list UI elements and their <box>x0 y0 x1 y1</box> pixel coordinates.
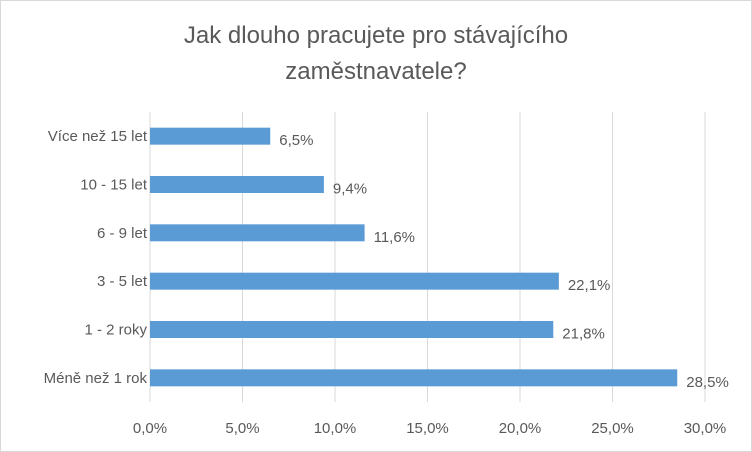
chart-title: Jak dlouho pracujete pro stávajícího zam… <box>183 22 569 85</box>
bar <box>150 224 365 242</box>
bar <box>150 321 554 338</box>
x-tick-label: 30,0% <box>684 420 727 437</box>
category-label: 10 - 15 let <box>80 177 148 194</box>
category-label: Více než 15 let <box>48 128 148 145</box>
data-label: 9,4% <box>333 181 367 198</box>
data-label: 11,6% <box>374 229 415 246</box>
category-label: Méně než 1 rok <box>44 370 148 387</box>
data-label: 28,5% <box>686 374 729 391</box>
bar <box>150 369 678 387</box>
category-label: 1 - 2 roky <box>84 322 147 339</box>
bar <box>150 127 271 145</box>
x-tick-label: 10,0% <box>314 420 357 437</box>
data-label: 21,8% <box>562 326 605 343</box>
data-label: 6,5% <box>279 132 313 149</box>
x-tick-label: 20,0% <box>499 420 542 437</box>
x-tick-label: 5,0% <box>225 420 259 437</box>
category-label: 3 - 5 let <box>97 273 148 290</box>
x-tick-label: 15,0% <box>406 420 449 437</box>
bar <box>150 176 324 193</box>
x-tick-label: 25,0% <box>591 420 634 437</box>
category-label: 6 - 9 let <box>97 225 148 242</box>
x-tick-label: 0,0% <box>133 420 167 437</box>
data-label: 22,1% <box>568 277 611 294</box>
bar <box>150 272 559 290</box>
